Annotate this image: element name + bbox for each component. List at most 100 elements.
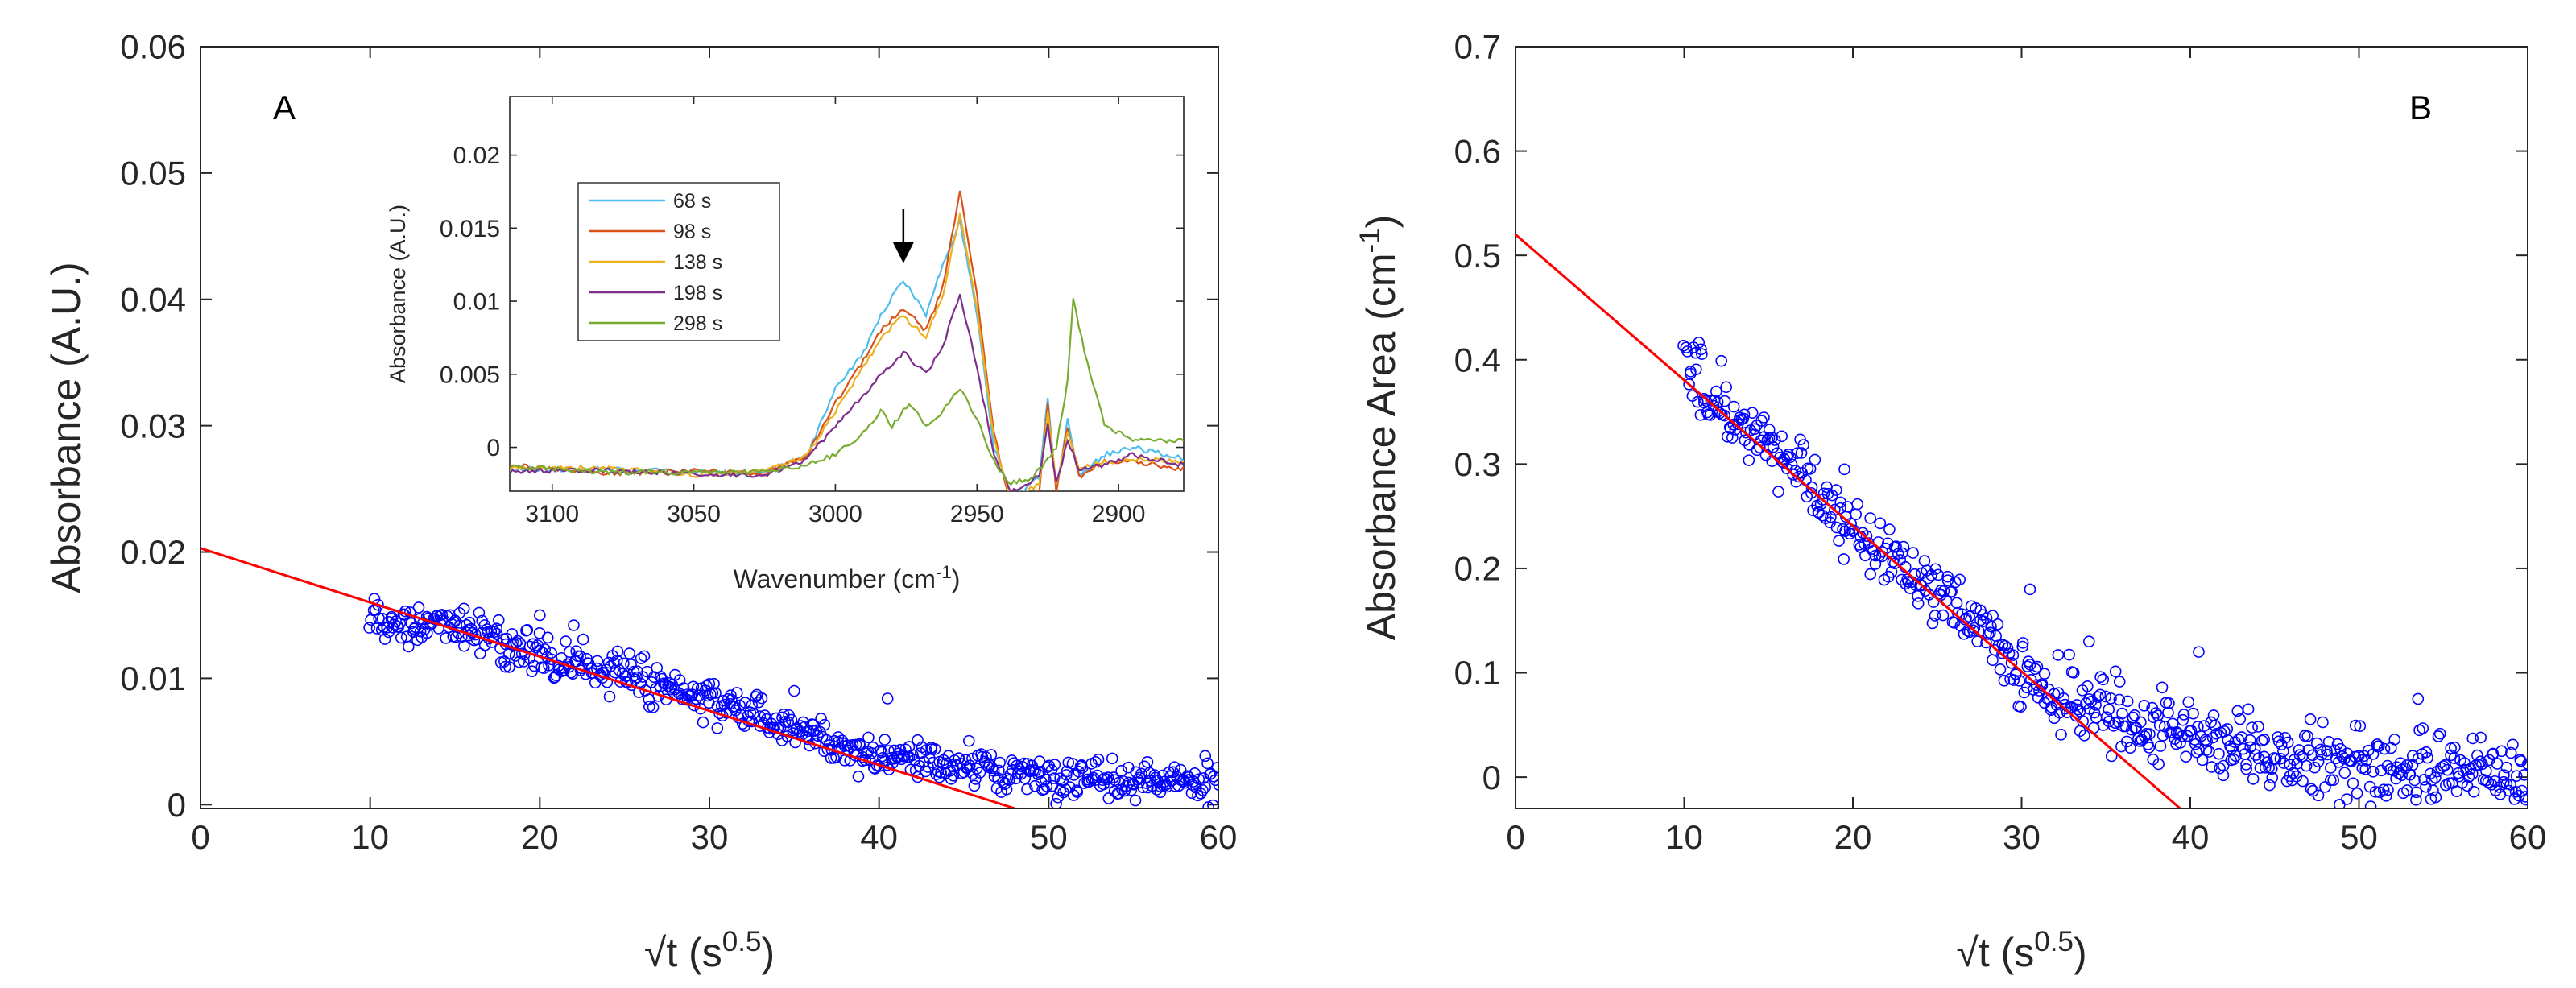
panel-b-scatter-point	[2094, 671, 2107, 684]
panel-b-scatter-point	[2081, 680, 2094, 692]
panel-a-scatter-point	[363, 622, 375, 634]
panel-b-x-axis-label-sup: 0.5	[2034, 926, 2074, 957]
panel-a-scatter-point	[705, 688, 717, 701]
panel-a-scatter-point	[566, 668, 579, 680]
panel-b-scatter-point	[2495, 745, 2508, 758]
panel-a-scatter-point	[518, 655, 530, 668]
panel-b-scatter-point	[2196, 754, 2209, 767]
panel-b-scatter-point	[2498, 769, 2510, 781]
panel-b-scatter-point	[2187, 707, 2199, 720]
panel-b-scatter-point	[2390, 772, 2402, 785]
panel-b-scatter-point	[2153, 719, 2166, 731]
panel-b-scatter-point	[2067, 667, 2080, 679]
panel-b-scatter-point	[2063, 648, 2075, 661]
inset-legend-label: 98 s	[673, 221, 711, 243]
panel-b-scatter-point	[1851, 498, 1863, 511]
panel-b-scatter-point	[2162, 706, 2174, 719]
panel-a-scatter-point	[492, 614, 505, 626]
panel-a-scatter-point	[376, 612, 389, 625]
panel-b-scatter-point	[2507, 738, 2519, 751]
panel-a-scatter-point	[866, 741, 879, 754]
panel-a: 0 10 20 30 40 50 60 0 0.01 0.02 0.03 0.04 0.05 0.06 A √…	[43, 28, 1237, 975]
panel-b-y-axis-label-main: Absorbance Area (cm	[1358, 253, 1404, 640]
panel-b-scatter-point	[1718, 409, 1730, 422]
panel-b-scatter-point	[2265, 763, 2278, 775]
panel-b-scatter-point	[2090, 699, 2102, 711]
panel-a-plot-area	[201, 547, 1218, 808]
panel-a-scatter-point	[1207, 799, 1218, 808]
inset-arrow-head	[892, 242, 914, 263]
panel-b-scatter-point	[1816, 509, 1829, 522]
panel-a-scatter-point	[611, 645, 624, 658]
panel-b-scatter-point	[2055, 729, 2067, 741]
panel-a-scatter-point	[832, 731, 845, 743]
panel-a-scatter-point	[993, 764, 1005, 777]
panel-a-scatter-point	[709, 687, 722, 699]
panel-b-scatter-point	[1929, 563, 1941, 576]
panel-a-scatter-point	[403, 640, 415, 653]
panel-b-scatter-point	[2177, 713, 2189, 726]
panel-a-scatter-point	[436, 609, 449, 621]
panel-b-scatter-point	[2237, 742, 2249, 755]
panel-a-scatter-point	[999, 778, 1011, 790]
panel-a-scatter-point	[647, 701, 660, 713]
panel-a-y-tick-label: 0.06	[120, 28, 186, 66]
panel-a-scatter-point	[523, 640, 536, 653]
panel-a-x-tick-label: 50	[1030, 818, 1068, 856]
inset-y-tick-label: 0.02	[453, 143, 500, 169]
panel-b-scatter-point	[2221, 723, 2234, 735]
panel-b-scatter-point	[2367, 766, 2380, 778]
panel-b-scatter-point	[2380, 790, 2392, 802]
panel-a-scatter-point	[879, 734, 891, 746]
inset-y-tick-label: 0	[486, 435, 500, 461]
panel-b-scatter-point	[1902, 576, 1915, 588]
panel-b-scatter-point	[2421, 751, 2433, 764]
panel-b-x-tick-label: 30	[2003, 818, 2041, 856]
panel-a-scatter-point	[412, 601, 425, 614]
panel-b-scatter-point	[2015, 701, 2027, 713]
panel-b-scatter-point	[2078, 729, 2090, 742]
panel-a-scatter-point	[1061, 769, 1073, 781]
panel-b-scatter-point	[2272, 731, 2284, 743]
inset-y-tick-label: 0.015	[440, 216, 500, 242]
panel-a-scatter-point	[1213, 779, 1218, 792]
inset-x-axis-label-sup: -1	[936, 562, 952, 582]
panel-b-scatter-point	[2349, 719, 2362, 732]
panel-a-scatter-point	[457, 602, 470, 615]
inset-x-axis-label-main: Wavenumber (cm	[734, 564, 936, 593]
panel-b-scatter-point	[2377, 783, 2390, 796]
panel-b-scatter-point	[2449, 741, 2461, 754]
panel-b-scatter-point	[2264, 779, 2276, 792]
panel-b-scatter-point	[1707, 399, 1720, 412]
panel-b-scatter-point	[2354, 720, 2367, 732]
panel-a-scatter-point	[490, 622, 503, 635]
panel-a-y-tick-label: 0.02	[120, 533, 186, 571]
panel-b-scatter-point	[2005, 656, 2018, 669]
panel-b-scatter-point	[1865, 543, 1878, 555]
panel-b-scatter-point	[1907, 547, 1919, 559]
panel-b-scatter-point	[2338, 767, 2351, 779]
panel-a-x-axis-label-main: √t (s	[644, 930, 722, 975]
panel-b-scatter-point	[1830, 484, 1842, 496]
panel-b-scatter-point	[2230, 750, 2242, 763]
panel-b-scatter-point	[2327, 774, 2340, 787]
panel-a-y-tick-label: 0.03	[120, 407, 186, 444]
panel-a-scatter-point	[574, 650, 586, 663]
panel-a-scatter-point	[1125, 783, 1138, 796]
panel-a-scatter-point	[963, 734, 975, 747]
panel-a-scatter-point	[747, 707, 759, 720]
panel-b-scatter-point	[2113, 676, 2126, 688]
panel-b-scatter-point	[2072, 703, 2084, 716]
panel-b-scatter-point	[1726, 432, 1739, 444]
panel-b-scatter-point	[2378, 742, 2391, 755]
panel-b-scatter-point	[2480, 765, 2492, 777]
panel-b-scatter-point	[2293, 744, 2305, 756]
panel-a-scatter-point	[974, 767, 986, 779]
panel-b-scatter-point	[2417, 722, 2429, 734]
panel-b-scatter-point	[1693, 337, 1706, 349]
panel-a-x-tick-label: 0	[191, 818, 209, 856]
panel-a-scatter-point	[711, 722, 724, 734]
panel-a-scatter-point	[613, 663, 626, 676]
panel-b-scatter-point	[2180, 750, 2192, 763]
panel-b-scatter-point	[1921, 572, 1934, 585]
